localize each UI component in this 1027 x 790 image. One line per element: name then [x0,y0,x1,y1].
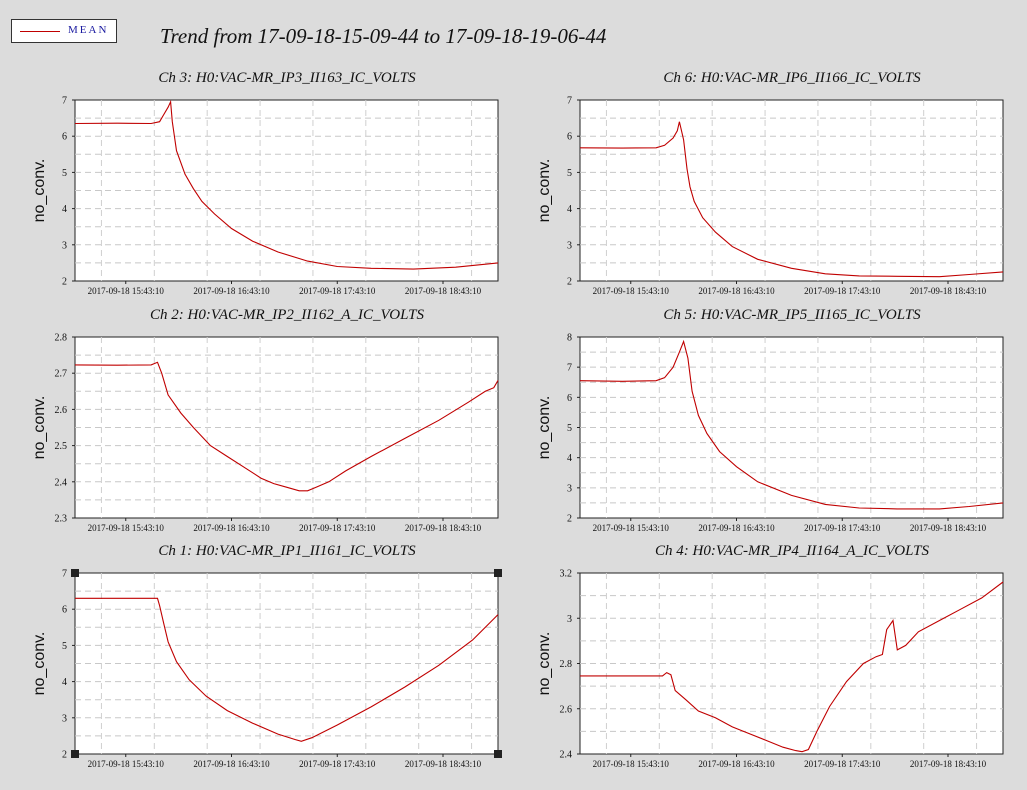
selection-handle [71,750,79,758]
y-tick-label: 6 [567,132,572,143]
x-tick-label: 2017-09-18 16:43:10 [193,523,270,533]
y-tick-label: 2.5 [55,441,68,452]
y-tick-label: 5 [62,168,67,179]
x-tick-label: 2017-09-18 16:43:10 [698,759,775,769]
selection-handle [494,750,502,758]
x-tick-label: 2017-09-18 18:43:10 [910,523,987,533]
y-tick-label: 8 [567,333,572,344]
y-tick-label: 2 [62,277,67,288]
main-title: Trend from 17-09-18-15-09-44 to 17-09-18… [160,24,607,48]
x-tick-label: 2017-09-18 16:43:10 [193,759,270,769]
x-tick-label: 2017-09-18 17:43:10 [804,523,881,533]
legend-line-swatch [20,31,60,32]
y-tick-label: 4 [62,677,67,688]
y-tick-label: 2.6 [560,704,573,715]
y-tick-label: 4 [567,204,572,215]
x-tick-label: 2017-09-18 17:43:10 [299,759,376,769]
y-tick-label: 6 [62,132,67,143]
chart-title: Ch 5: H0:VAC-MR_IP5_II165_IC_VOLTS [663,307,921,323]
y-tick-label: 7 [62,96,67,107]
x-tick-label: 2017-09-18 16:43:10 [698,523,775,533]
chart-title: Ch 1: H0:VAC-MR_IP1_II161_IC_VOLTS [158,543,416,559]
x-tick-label: 2017-09-18 17:43:10 [299,286,376,296]
y-tick-label: 4 [62,204,67,215]
y-tick-label: 5 [567,423,572,434]
y-axis-label: no_conv. [536,632,553,696]
x-tick-label: 2017-09-18 17:43:10 [804,286,881,296]
y-tick-label: 3 [62,240,67,251]
series-line [74,99,499,270]
y-tick-label: 6 [62,605,67,616]
y-tick-label: 3 [567,483,572,494]
y-tick-label: 3.2 [560,569,573,580]
chart-panel-1: Ch 3: H0:VAC-MR_IP3_II163_IC_VOLTS 2 3 4 5 6 7… [31,70,499,296]
legend: MEAN [11,19,117,43]
series-line [579,339,1004,510]
series-line [580,581,1004,753]
chart-title: Ch 4: H0:VAC-MR_IP4_II164_A_IC_VOLTS [655,543,929,559]
y-tick-label: 7 [62,569,67,580]
series-line [74,361,499,492]
y-tick-label: 7 [567,96,572,107]
x-tick-label: 2017-09-18 17:43:10 [299,523,376,533]
y-axis-label: no_conv. [536,396,553,460]
y-tick-label: 2 [567,514,572,525]
chart-title: Ch 3: H0:VAC-MR_IP3_II163_IC_VOLTS [158,70,416,86]
x-tick-label: 2017-09-18 18:43:10 [405,286,482,296]
chart-panel-6: Ch 4: H0:VAC-MR_IP4_II164_A_IC_VOLTS 2.4 2… [536,543,1004,769]
x-tick-label: 2017-09-18 15:43:10 [88,286,165,296]
y-tick-label: 2.3 [55,514,68,525]
y-axis-label: no_conv. [31,159,48,223]
selection-handle [494,569,502,577]
y-tick-label: 2.8 [560,659,573,670]
chart-title: Ch 6: H0:VAC-MR_IP6_II166_IC_VOLTS [663,70,921,86]
x-tick-label: 2017-09-18 18:43:10 [405,523,482,533]
y-axis-label: no_conv. [31,632,48,696]
chart-title: Ch 2: H0:VAC-MR_IP2_II162_A_IC_VOLTS [150,307,424,323]
x-tick-label: 2017-09-18 18:43:10 [910,286,987,296]
series-line [579,121,1004,278]
x-tick-label: 2017-09-18 18:43:10 [910,759,987,769]
selection-handle [71,569,79,577]
x-tick-label: 2017-09-18 16:43:10 [698,286,775,296]
y-axis-label: no_conv. [31,396,48,460]
y-tick-label: 2.7 [55,369,68,380]
x-tick-label: 2017-09-18 15:43:10 [593,523,670,533]
x-tick-label: 2017-09-18 15:43:10 [88,523,165,533]
y-tick-label: 7 [567,363,572,374]
y-tick-label: 3 [567,614,572,625]
y-tick-label: 2 [62,750,67,761]
y-tick-label: 2.8 [55,333,68,344]
y-axis-label: no_conv. [536,159,553,223]
chart-panel-3: Ch 2: H0:VAC-MR_IP2_II162_A_IC_VOLTS 2.3 2… [31,307,499,533]
chart-panel-4: Ch 5: H0:VAC-MR_IP5_II165_IC_VOLTS 2 3 4 5 6 7… [536,307,1004,533]
y-tick-label: 3 [567,240,572,251]
legend-label: MEAN [68,24,109,36]
y-tick-label: 5 [62,641,67,652]
y-tick-label: 5 [567,168,572,179]
y-tick-label: 6 [567,393,572,404]
x-tick-label: 2017-09-18 17:43:10 [804,759,881,769]
chart-panel-5: Ch 1: H0:VAC-MR_IP1_II161_IC_VOLTS 2 3 4 5 6 7… [31,543,502,769]
x-tick-label: 2017-09-18 18:43:10 [405,759,482,769]
y-tick-label: 2.6 [55,405,68,416]
y-tick-label: 2.4 [560,750,573,761]
x-tick-label: 2017-09-18 16:43:10 [193,286,270,296]
y-tick-label: 2 [567,277,572,288]
y-tick-label: 4 [567,453,572,464]
x-tick-label: 2017-09-18 15:43:10 [88,759,165,769]
series-line [75,597,499,742]
y-tick-label: 2.4 [55,477,68,488]
y-tick-label: 3 [62,713,67,724]
x-tick-label: 2017-09-18 15:43:10 [593,759,670,769]
x-tick-label: 2017-09-18 15:43:10 [593,286,670,296]
chart-panel-2: Ch 6: H0:VAC-MR_IP6_II166_IC_VOLTS 2 3 4 5 6 7… [536,70,1004,296]
